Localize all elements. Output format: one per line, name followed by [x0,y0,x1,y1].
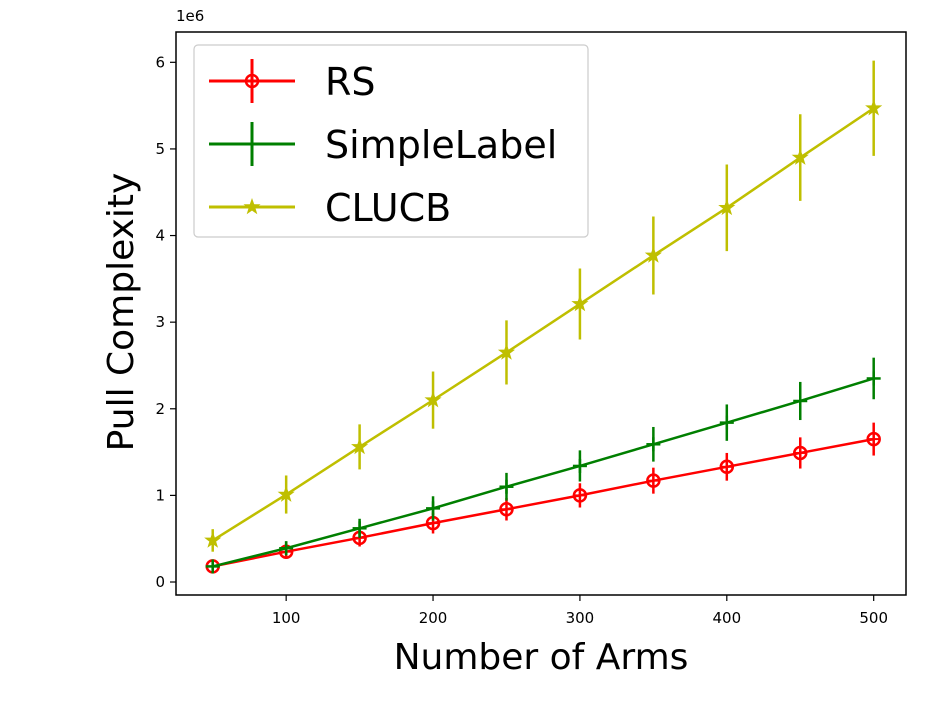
series-line-clucb [212,107,875,542]
y-tick-label: 4 [155,227,165,245]
y-tick-label: 2 [155,400,165,418]
data-point-clucb-marker [277,485,295,502]
legend-label-clucb: CLUCB [325,186,451,230]
x-tick-label: 400 [712,609,741,627]
series-rs [205,422,881,574]
x-tick-label: 100 [272,609,301,627]
y-tick-label: 6 [155,53,165,71]
x-tick-label: 500 [859,609,888,627]
data-point-clucb-marker [718,198,736,216]
data-point-clucb-marker [204,531,222,548]
legend-label-rs: RS [325,60,376,104]
y-axis-offset-label: 1e6 [176,7,204,25]
legend-entry-rs: RS [209,59,376,104]
x-tick-label: 200 [419,609,448,627]
axes: 100 200 300 400 500 0 1 2 3 4 5 6 [155,31,907,627]
x-axis-label: Number of Arms [394,637,689,678]
data-point-clucb-marker [644,246,662,263]
data-point-clucb-marker [571,294,589,312]
legend: RS SimpleLabel CLUCB [193,44,589,238]
data-point-clucb-marker [865,99,883,116]
x-tick-label: 300 [566,609,595,627]
data-point-clucb-marker [424,391,442,408]
plot-area [204,60,883,574]
data-point-clucb-marker [791,148,809,165]
y-tick-label: 1 [155,486,165,504]
data-point-clucb-marker [497,343,516,360]
legend-box [193,44,589,238]
series-line-simplelabel [212,377,875,568]
legend-entry-simplelabel: SimpleLabel [209,122,557,167]
series-line-rs [212,437,874,568]
data-point-clucb-marker [351,437,369,455]
y-tick-label: 3 [155,313,165,331]
legend-label-simplelabel: SimpleLabel [325,123,557,167]
legend-entry-clucb: CLUCB [209,186,451,230]
series-simplelabel [205,357,881,574]
y-tick-label: 0 [155,573,165,591]
y-tick-label: 5 [155,140,165,158]
plot-frame [175,31,907,596]
legend-marker-clucb-marker [243,197,261,215]
series-clucb [204,60,883,552]
y-axis-label: Pull Complexity [101,173,142,452]
